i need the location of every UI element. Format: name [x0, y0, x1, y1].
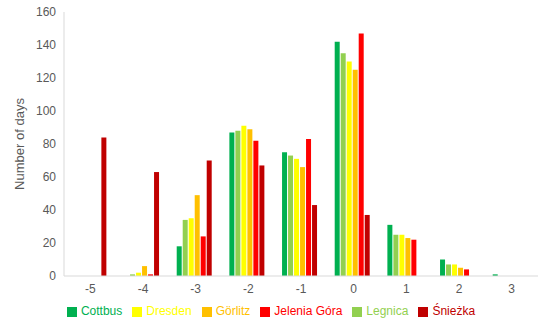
svg-text:2: 2 — [456, 282, 463, 296]
svg-text:-5: -5 — [85, 282, 96, 296]
svg-text:0: 0 — [49, 269, 56, 283]
html-text:Jelenia Góra: Jelenia Góra — [274, 304, 343, 318]
html-text:Dresden: Dresden — [146, 304, 192, 318]
svg-text:-2: -2 — [243, 282, 254, 296]
svg-text:60: 60 — [43, 170, 57, 184]
svg-text:80: 80 — [43, 137, 57, 151]
svg-text:100: 100 — [36, 104, 56, 118]
svg-text:160: 160 — [36, 5, 56, 19]
svg-text:-1: -1 — [296, 282, 307, 296]
svg-text:1: 1 — [403, 282, 410, 296]
svg-text:-3: -3 — [190, 282, 201, 296]
svg-text:Number of days: Number of days — [12, 98, 27, 190]
svg-text:-4: -4 — [138, 282, 149, 296]
svg-text:20: 20 — [43, 236, 57, 250]
html-text:Cottbus: Cottbus — [80, 304, 123, 318]
svg-text:40: 40 — [43, 203, 57, 217]
html-text:Śnieżka: Śnieżka — [432, 304, 476, 318]
html-text:Legnica: Legnica — [366, 304, 409, 318]
svg-text:120: 120 — [36, 71, 56, 85]
svg-text:140: 140 — [36, 38, 56, 52]
html-text:Görlitz: Görlitz — [215, 304, 251, 318]
svg-text:3: 3 — [508, 282, 515, 296]
svg-text:0: 0 — [350, 282, 357, 296]
